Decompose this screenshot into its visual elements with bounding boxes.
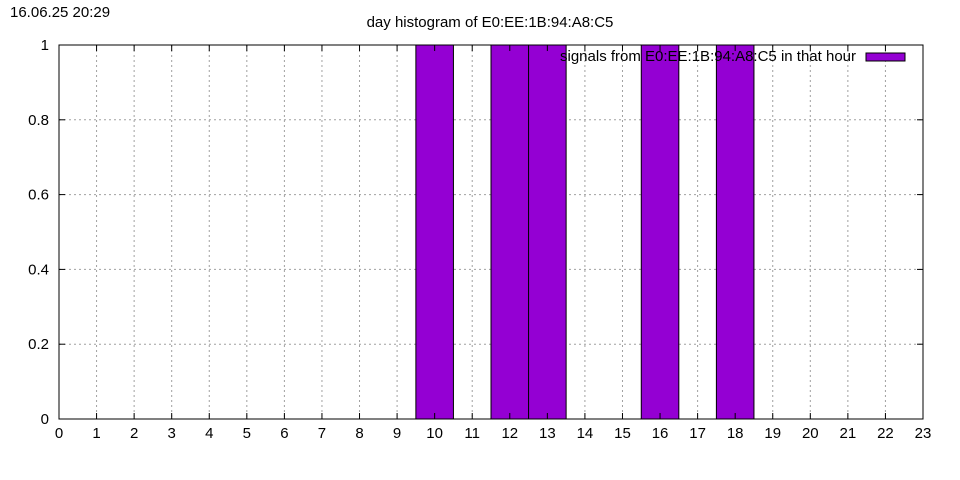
x-tick-label: 10 <box>426 425 443 442</box>
x-tick-label: 12 <box>501 425 518 442</box>
plot-border <box>58 44 924 420</box>
x-tick-label: 11 <box>464 425 480 442</box>
x-tick-label: 4 <box>205 425 213 442</box>
y-tick-label: 0.8 <box>28 112 49 129</box>
x-tick-label: 13 <box>539 425 556 442</box>
histogram-bar <box>715 44 755 420</box>
x-tick-label: 20 <box>802 425 819 442</box>
histogram-bar <box>415 44 454 420</box>
axis-ticks <box>58 44 924 420</box>
y-tick-label: 0.2 <box>28 336 49 353</box>
x-tick-label: 2 <box>130 425 138 442</box>
legend: signals from E0:EE:1B:94:A8:C5 in that h… <box>560 48 906 65</box>
x-tick-label: 1 <box>92 425 100 442</box>
chart-title: day histogram of E0:EE:1B:94:A8:C5 <box>367 14 614 31</box>
y-tick-label: 0.4 <box>28 261 49 278</box>
y-tick-label: 0.6 <box>28 187 49 204</box>
x-tick-label: 18 <box>727 425 744 442</box>
timestamp: 16.06.25 20:29 <box>10 4 111 21</box>
x-tick-label: 16 <box>652 425 669 442</box>
x-tick-label: 3 <box>168 425 176 442</box>
histogram-bar <box>490 44 530 420</box>
x-tick-label: 22 <box>877 425 894 442</box>
histogram-bar <box>528 44 567 420</box>
x-axis-tick-labels: 0 1 2 3 4 5 6 7 8 9 10 11 12 13 14 15 16 17 18 19 20 21 22 23 <box>55 425 932 442</box>
x-tick-label: 0 <box>55 425 63 442</box>
x-tick-label: 14 <box>577 425 594 442</box>
x-tick-label: 23 <box>915 425 932 442</box>
x-tick-label: 19 <box>764 425 781 442</box>
x-tick-label: 7 <box>318 425 326 442</box>
x-tick-label: 9 <box>393 425 401 442</box>
x-tick-label: 6 <box>280 425 288 442</box>
y-tick-label: 0 <box>41 411 49 428</box>
histogram-bar <box>640 44 680 420</box>
x-tick-label: 15 <box>614 425 631 442</box>
x-tick-label: 17 <box>689 425 706 442</box>
y-axis-tick-labels: 0 0.2 0.4 0.6 0.8 1 <box>28 37 49 428</box>
legend-swatch <box>865 52 906 62</box>
legend-label: signals from E0:EE:1B:94:A8:C5 in that h… <box>560 48 856 65</box>
x-tick-label: 5 <box>243 425 251 442</box>
x-tick-label: 8 <box>355 425 363 442</box>
x-tick-label: 21 <box>840 425 857 442</box>
y-tick-label: 1 <box>41 37 49 54</box>
